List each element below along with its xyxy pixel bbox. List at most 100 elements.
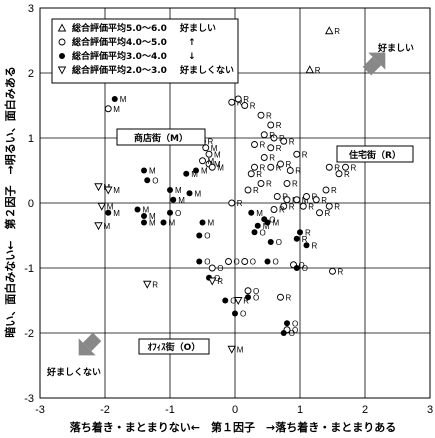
data-point-label: R [243, 95, 249, 104]
data-point [303, 242, 310, 249]
data-point-label: M [201, 167, 208, 176]
data-point [264, 258, 271, 265]
data-point [244, 287, 252, 295]
data-point-label: R [351, 163, 357, 172]
data-point-label: R [266, 180, 272, 189]
x-tick-label: -1 [165, 404, 175, 416]
data-point-label: M [195, 189, 202, 198]
preference-good-indicator: 好ましい [362, 42, 414, 76]
data-point [225, 258, 232, 265]
data-point-label: O [253, 293, 259, 302]
data-point-label: R [292, 180, 298, 189]
data-point-label: R [334, 202, 340, 211]
axes: -3 -2 -1 0 1 2 3 3 2 1 0 -1 -2 -3 [24, 3, 433, 416]
data-point-label: R [305, 228, 311, 237]
data-point [232, 310, 238, 317]
data-point [233, 297, 243, 305]
data-point [297, 229, 303, 236]
data-point-label: O [273, 258, 279, 267]
data-point [247, 170, 255, 178]
data-point-label: R [276, 121, 282, 130]
data-point [183, 170, 190, 177]
data-point-label: R [312, 241, 318, 250]
data-point [103, 186, 113, 195]
data-point-label: R [289, 137, 295, 146]
data-point [199, 157, 206, 165]
data-point-label: R [295, 167, 301, 176]
shopping-street-box: 商店街（M） [116, 128, 206, 146]
data-point-label: R [253, 186, 259, 195]
data-point-label: M [113, 186, 120, 195]
data-point [222, 297, 229, 304]
data-point [293, 150, 301, 158]
pref-bad-label: 好ましくない [46, 366, 101, 378]
data-point [283, 196, 291, 204]
data-points: RRMMRMMMMMRRRRRRRRRRRRRRRRRRRRRRRMRRRRRR… [94, 26, 357, 354]
data-point [205, 150, 213, 158]
data-point-label: R [286, 160, 292, 169]
data-point [97, 202, 107, 211]
data-point [193, 167, 199, 174]
data-point-label: M [256, 209, 263, 218]
data-point-label: M [208, 157, 215, 166]
data-point-label: R [243, 297, 249, 306]
data-point [267, 239, 274, 245]
data-point-label: R [289, 202, 295, 211]
shopping-street-label: 商店街（M） [134, 132, 188, 144]
data-point-label: R [334, 163, 340, 172]
data-point [342, 163, 349, 171]
data-point-label: M [175, 186, 182, 195]
data-point-label: R [344, 170, 350, 179]
data-point [244, 186, 252, 194]
data-point [293, 196, 301, 204]
data-point-label: M [214, 160, 221, 169]
data-point [141, 219, 147, 226]
data-point [199, 219, 206, 226]
data-point [280, 137, 288, 145]
data-point-label: R [269, 131, 275, 140]
data-point-label: O [260, 228, 266, 237]
data-point-label: M [120, 95, 127, 104]
data-point-label: R [302, 235, 308, 244]
data-point [228, 199, 236, 207]
data-point [111, 96, 118, 102]
y-tick-label: 0 [28, 198, 34, 210]
data-point [283, 180, 291, 187]
data-point-label: M [149, 167, 156, 176]
x-tick-label: -3 [35, 404, 45, 416]
data-point-label: R [308, 202, 314, 211]
data-point [167, 187, 173, 193]
data-point-label: O [234, 258, 240, 267]
data-point [94, 183, 103, 192]
data-point-label: O [276, 238, 282, 247]
data-point [325, 163, 333, 171]
data-point [144, 177, 151, 184]
data-point-label: O [253, 287, 259, 296]
legend-label: 総合評価平均5.0～6.0 [72, 22, 167, 34]
data-point-label: M [208, 219, 215, 228]
legend-pref: ↓ [188, 52, 196, 62]
data-point-label: M [217, 163, 224, 172]
data-point [316, 209, 323, 217]
legend-marker [57, 66, 67, 75]
data-point-label: M [149, 219, 156, 228]
office-street-label: ｵﾌｨｽ街（O） [148, 341, 201, 353]
x-tick-label: 3 [427, 404, 433, 416]
data-point-label: O [250, 258, 256, 267]
data-point-label: M [104, 222, 111, 231]
data-point-label: M [107, 202, 114, 211]
x-tick-label: -2 [100, 404, 110, 416]
data-point-label: M [143, 206, 150, 215]
plot-frame [39, 7, 431, 399]
data-point-label: R [331, 186, 337, 195]
data-point [335, 170, 343, 178]
data-point-label: R [334, 27, 340, 36]
data-point [141, 213, 147, 219]
data-point [325, 202, 333, 210]
data-point [257, 111, 265, 119]
data-point [299, 202, 307, 210]
data-point-label: R [250, 102, 256, 111]
data-point-label: M [214, 150, 221, 159]
data-point-label: O [292, 319, 298, 328]
